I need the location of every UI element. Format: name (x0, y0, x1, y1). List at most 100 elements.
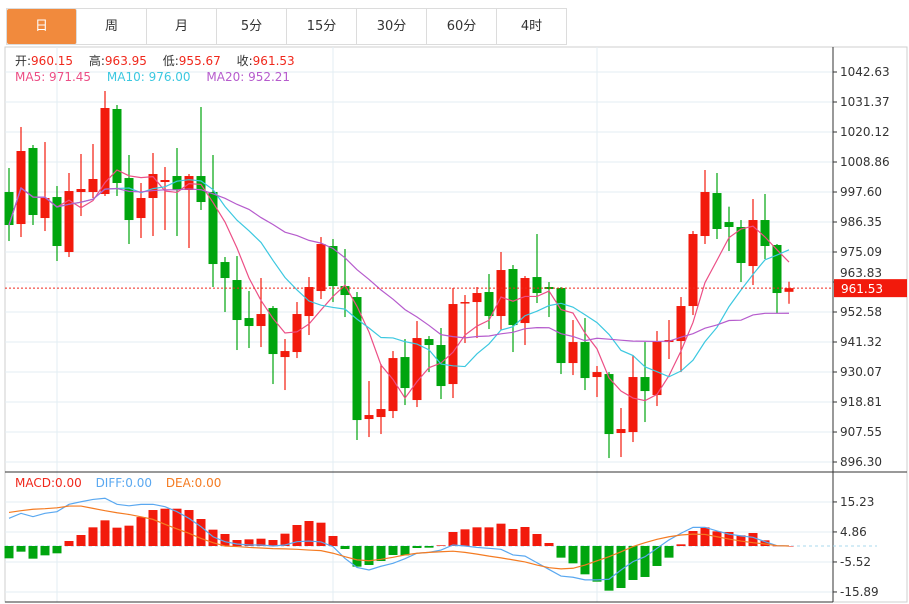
macd-bar (556, 546, 566, 558)
candle-body (628, 377, 638, 433)
ma20-line (8, 187, 790, 343)
macd-bar (604, 546, 614, 591)
tab-week[interactable]: 周 (77, 9, 147, 44)
candle (208, 154, 218, 288)
macd-bar (544, 542, 554, 546)
macd-bar (40, 546, 50, 556)
candle-body (532, 277, 542, 294)
candle (280, 339, 290, 391)
candle (160, 167, 170, 231)
macd-bar (628, 546, 638, 580)
candle (640, 342, 650, 423)
macd-bar (172, 508, 182, 546)
macd-bar (412, 546, 422, 548)
macd-bar (568, 546, 578, 564)
candle (400, 339, 410, 406)
candle-body (52, 197, 62, 247)
candle (472, 287, 482, 339)
y-tick-label: 907.55 (840, 425, 882, 439)
macd-bar (688, 531, 698, 546)
macd-bar (436, 545, 446, 546)
macd-bar (748, 533, 758, 546)
candle-body (340, 286, 350, 296)
candle-body (40, 198, 50, 219)
y-tick-label: 952.58 (840, 305, 882, 319)
candle-body (436, 345, 446, 387)
candle (592, 366, 602, 398)
macd-bar (88, 527, 98, 546)
tab-4hour[interactable]: 4时 (497, 9, 567, 44)
tab-60min[interactable]: 60分 (427, 9, 497, 44)
macd-info: MACD:0.00 DIFF:0.00 DEA:0.00 (15, 476, 225, 490)
candle (340, 249, 350, 318)
candle (88, 144, 98, 199)
candle-body (676, 306, 686, 342)
candle-body (100, 108, 110, 195)
tab-30min[interactable]: 30分 (357, 9, 427, 44)
macd-bar (760, 540, 770, 546)
macd-bar (652, 546, 662, 566)
close-value: 961.53 (252, 54, 295, 68)
candle-body (568, 342, 578, 364)
candle-body (376, 409, 386, 418)
high-value: 963.95 (104, 54, 147, 68)
macd-bar (316, 522, 326, 546)
ma5-value: MA5: 971.45 (15, 70, 92, 84)
high-label: 高: (88, 54, 105, 68)
candle (4, 168, 14, 242)
candle (124, 154, 134, 245)
candle-body (136, 198, 146, 219)
candle (496, 252, 506, 331)
diff-value: DIFF:0.00 (95, 476, 152, 490)
y-tick-label: 997.60 (840, 185, 882, 199)
candle-body (4, 192, 14, 226)
candle (40, 142, 50, 232)
candle (244, 291, 254, 349)
candle-body (496, 270, 506, 317)
macd-bar (280, 533, 290, 546)
macd-bar (112, 527, 122, 546)
candle (28, 145, 38, 226)
candle-body (748, 220, 758, 267)
ma20-value: MA20: 952.21 (206, 70, 291, 84)
macd-bar (616, 546, 626, 589)
macd-bar (376, 546, 386, 561)
candle-body (700, 192, 710, 237)
candle-body (208, 192, 218, 265)
ma10-value: MA10: 976.00 (106, 70, 191, 84)
macd-bar (16, 546, 26, 552)
candle-body (232, 280, 242, 321)
macd-bar (76, 535, 86, 546)
tab-day[interactable]: 日 (7, 9, 77, 44)
candle-body (640, 377, 650, 392)
macd-bar (124, 525, 134, 546)
candle-body (244, 318, 254, 327)
candle-body (760, 220, 770, 247)
tab-month[interactable]: 月 (147, 9, 217, 44)
macd-y-tick-label: 15.23 (840, 495, 874, 509)
candle (16, 126, 26, 238)
candle-body (256, 314, 266, 327)
tab-15min[interactable]: 15分 (287, 9, 357, 44)
candle (196, 106, 206, 211)
candle (76, 154, 86, 217)
candle (724, 206, 734, 252)
diff-line (8, 497, 790, 581)
candle-body (328, 246, 338, 287)
candle (784, 281, 794, 304)
candle-body (712, 193, 722, 230)
macd-bar (352, 546, 362, 567)
candle-body (652, 341, 662, 396)
tab-5min[interactable]: 5分 (217, 9, 287, 44)
macd-y-tick-label: -15.89 (840, 585, 879, 599)
macd-bar (400, 546, 410, 556)
macd-bar (592, 546, 602, 582)
candle-body (556, 288, 566, 364)
candle-body (352, 297, 362, 421)
candle (508, 265, 518, 353)
candle-body (400, 357, 410, 389)
macd-bar (676, 544, 686, 546)
candle (52, 186, 62, 262)
macd-bar (268, 540, 278, 546)
